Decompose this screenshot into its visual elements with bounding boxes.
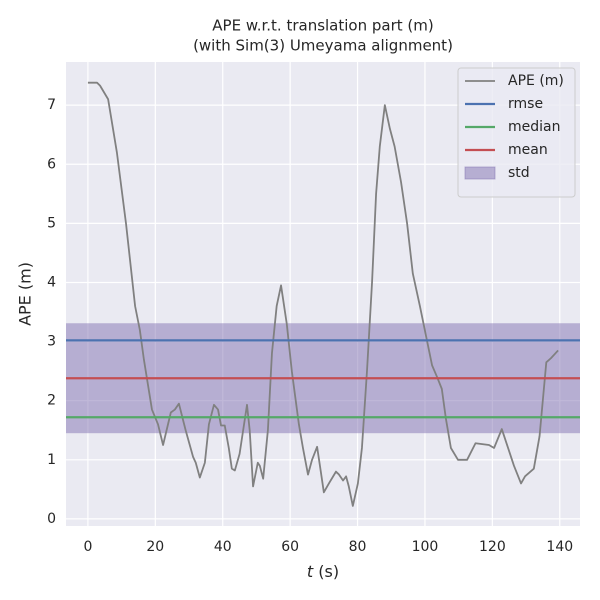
y-tick-label: 6: [47, 156, 56, 172]
x-tick-label: 80: [349, 539, 367, 555]
legend-swatch: [464, 166, 496, 180]
legend-label: mean: [508, 142, 548, 158]
y-axis-label: APE (m): [16, 262, 35, 326]
x-tick-label: 120: [479, 539, 506, 555]
y-tick-label: 2: [47, 393, 56, 409]
y-tick-label: 0: [47, 511, 56, 527]
chart-title: APE w.r.t. translation part (m): [212, 17, 433, 35]
x-tick-label: 20: [146, 539, 164, 555]
y-tick-label: 7: [47, 97, 56, 113]
legend-label: rmse: [508, 96, 543, 112]
legend-box: [457, 67, 576, 198]
legend-label: APE (m): [508, 73, 564, 89]
y-tick-label: 5: [47, 215, 56, 231]
y-tick-label: 4: [47, 274, 56, 290]
chart-subtitle: (with Sim(3) Umeyama alignment): [193, 37, 453, 55]
y-tick-label: 3: [47, 334, 56, 350]
x-tick-label: 60: [281, 539, 299, 555]
x-tick-label: 0: [83, 539, 92, 555]
legend-label: median: [508, 119, 560, 135]
x-tick-label: 140: [546, 539, 573, 555]
legend-label: std: [508, 165, 530, 181]
x-tick-label: 40: [214, 539, 232, 555]
x-tick-label: 100: [412, 539, 439, 555]
x-axis-label: t (s): [307, 562, 339, 581]
y-tick-label: 1: [47, 452, 56, 468]
